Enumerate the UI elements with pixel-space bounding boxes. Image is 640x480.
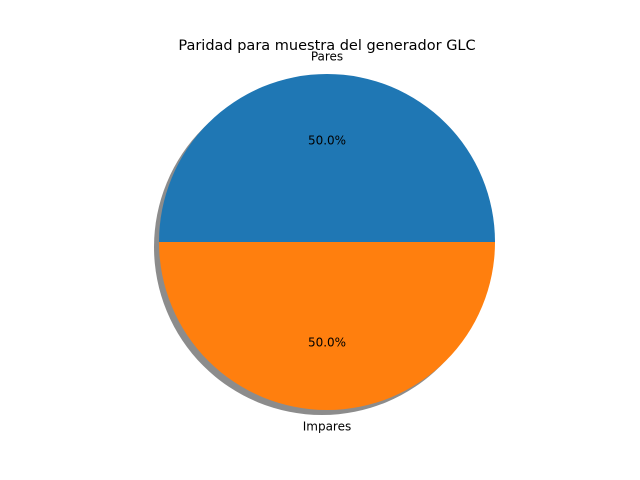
pie-slice-impares [159,242,495,410]
pie-percent-impares: 50.0% [308,335,346,349]
pie-label-impares: Impares [303,419,352,433]
pie-label-pares: Pares [311,50,343,64]
pie-slices [159,74,495,410]
pie-slice-pares [159,74,495,242]
pie-percent-pares: 50.0% [308,134,346,148]
pie-labels: Pares 50.0% Impares 50.0% [303,50,352,434]
chart-title: Paridad para muestra del generador GLC [178,38,475,54]
